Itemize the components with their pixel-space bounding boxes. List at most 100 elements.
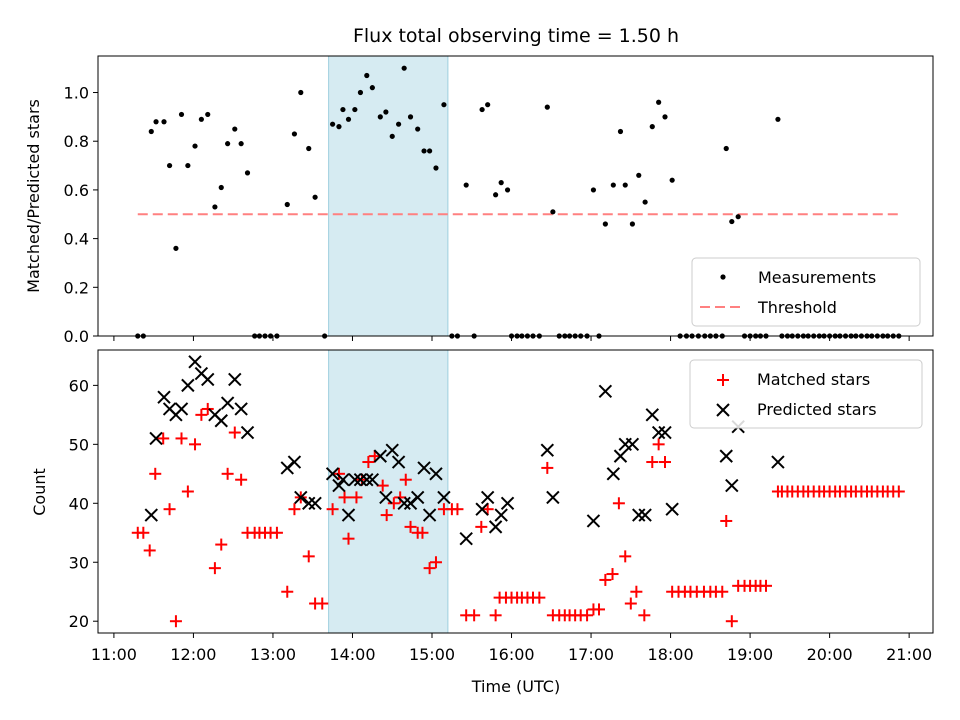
top-y-tick-label: 0.6 xyxy=(64,181,89,200)
measurement-point xyxy=(336,124,342,130)
measurement-point xyxy=(649,124,655,130)
measurement-point xyxy=(312,194,318,200)
measurement-point xyxy=(192,143,198,149)
matched-star-point xyxy=(143,544,156,557)
matched-star-point xyxy=(646,456,659,469)
matched-star-point xyxy=(404,520,417,533)
top-y-axis-label: Matched/Predicted stars xyxy=(24,99,43,293)
measurement-point xyxy=(550,209,556,215)
measurement-point xyxy=(352,106,358,113)
predicted-star-point xyxy=(651,425,666,440)
matched-star-point xyxy=(362,456,375,469)
measurement-point xyxy=(291,131,298,137)
matched-star-point xyxy=(394,491,407,504)
matched-star-point xyxy=(342,532,355,545)
predicted-star-point xyxy=(494,508,508,522)
matched-star-point xyxy=(288,503,301,516)
matched-star-point xyxy=(235,473,248,486)
top-y-ticks: 0.0 0.2 0.4 0.6 0.8 1.0 xyxy=(64,84,98,346)
measurement-point xyxy=(656,99,662,105)
predicted-stars-series xyxy=(144,355,785,546)
measurement-point xyxy=(590,187,597,193)
x-tick-label: 15:00 xyxy=(409,645,455,664)
x-tick-label: 12:00 xyxy=(170,645,216,664)
predicted-star-point xyxy=(540,443,555,457)
predicted-star-point xyxy=(228,372,242,387)
predicted-star-point xyxy=(771,455,785,469)
predicted-star-point xyxy=(181,378,195,393)
predicted-star-point xyxy=(332,478,346,493)
bottom-panel: 20 30 40 50 60 11:00 12:00 13:00 14:00 15:00 16:0… xyxy=(30,349,934,696)
top-y-tick-label: 0.4 xyxy=(64,230,89,249)
predicted-star-point xyxy=(308,496,322,510)
x-tick-label: 11:00 xyxy=(91,645,137,664)
measurement-point xyxy=(441,102,447,108)
measurement-point xyxy=(232,126,238,132)
measurement-point xyxy=(479,106,485,113)
predicted-star-point xyxy=(188,355,202,369)
x-tick-label: 16:00 xyxy=(488,645,534,664)
matched-star-point xyxy=(149,467,162,480)
measurement-point xyxy=(735,214,741,220)
x-tick-label: 20:00 xyxy=(807,645,853,664)
legend-threshold-label: Threshold xyxy=(757,298,837,317)
x-tick-label: 14:00 xyxy=(329,645,375,664)
measurement-point xyxy=(642,199,648,205)
predicted-star-point xyxy=(546,490,560,505)
predicted-star-point xyxy=(606,467,621,481)
measurement-point xyxy=(421,148,427,154)
bottom-y-ticks: 20 30 40 50 60 xyxy=(69,376,98,631)
matched-star-point xyxy=(399,473,412,486)
top-y-tick-label: 0.0 xyxy=(64,327,89,346)
measurement-point xyxy=(306,145,312,152)
measurement-point xyxy=(389,133,395,139)
x-tick-label: 17:00 xyxy=(568,645,614,664)
matched-star-point xyxy=(387,497,400,510)
predicted-star-point xyxy=(638,508,652,522)
matched-star-point xyxy=(181,485,194,498)
predicted-star-point xyxy=(725,478,739,493)
measurement-point xyxy=(493,192,499,198)
top-y-tick-label: 1.0 xyxy=(64,84,89,103)
matched-star-point xyxy=(302,550,315,563)
top-x-ticks xyxy=(113,336,910,341)
matched-star-point xyxy=(451,503,464,516)
measurement-point xyxy=(238,141,244,147)
matched-star-point xyxy=(175,432,188,445)
measurement-point xyxy=(401,65,407,71)
matched-star-point xyxy=(137,526,150,539)
matched-star-point xyxy=(332,467,345,480)
measurement-point xyxy=(498,180,504,186)
predicted-star-point xyxy=(234,402,248,416)
measurement-point xyxy=(415,126,421,132)
measurement-point xyxy=(629,221,636,227)
measurement-point xyxy=(433,165,439,171)
measurement-point xyxy=(212,204,218,210)
matched-star-point xyxy=(630,585,643,598)
matched-star-point xyxy=(716,585,729,598)
predicted-star-point xyxy=(488,520,503,534)
predicted-star-point xyxy=(379,490,393,505)
measurement-point xyxy=(544,104,550,110)
predicted-star-point xyxy=(365,473,380,487)
predicted-star-point xyxy=(500,496,515,510)
matched-star-point xyxy=(725,615,738,628)
predicted-star-point xyxy=(220,396,235,410)
legend-predicted-label: Predicted stars xyxy=(757,400,877,419)
measurement-point xyxy=(166,162,173,169)
matched-star-point xyxy=(416,526,429,539)
legend-measurements-marker xyxy=(720,274,726,280)
predicted-star-point xyxy=(336,473,350,487)
x-tick-label: 21:00 xyxy=(886,645,932,664)
predicted-star-point xyxy=(294,490,308,505)
predicted-star-point xyxy=(658,425,672,440)
matched-star-point xyxy=(638,609,651,622)
chart-title: Flux total observing time = 1.50 h xyxy=(353,25,679,47)
measurement-point xyxy=(636,172,642,178)
measurement-point xyxy=(340,106,346,113)
measurement-point xyxy=(610,182,616,188)
top-panel: 0.0 0.2 0.4 0.6 0.8 1.0 Matched/Predicted sta… xyxy=(24,55,934,346)
predicted-star-point xyxy=(665,502,679,516)
matched-star-point xyxy=(533,591,546,604)
matched-star-point xyxy=(760,579,772,592)
